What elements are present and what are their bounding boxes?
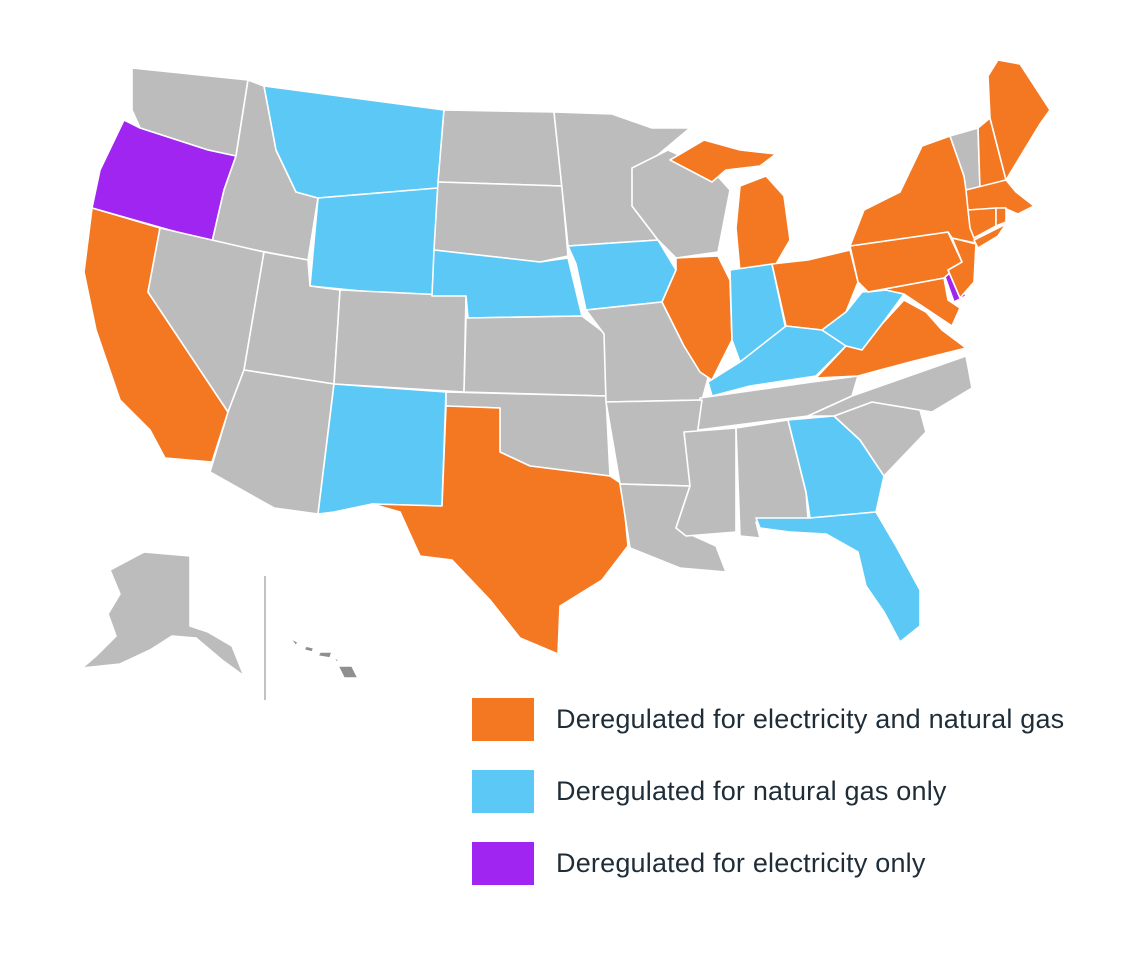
legend-item-electric: Deregulated for electricity only: [472, 841, 1064, 885]
legend-swatch-electric: [472, 841, 534, 885]
legend-item-gas: Deregulated for natural gas only: [472, 769, 1064, 813]
state-wy: [309, 187, 439, 299]
state-me: [987, 59, 1051, 181]
state-va: [815, 299, 967, 379]
legend-label-electric: Deregulated for electricity only: [556, 847, 926, 878]
state-sd: [433, 181, 569, 263]
state-ks: [463, 315, 607, 397]
state-mi-upper: [669, 139, 777, 183]
legend-swatch-both: [472, 697, 534, 741]
legend-item-both: Deregulated for electricity and natural …: [472, 697, 1064, 741]
state-fl: [755, 511, 921, 643]
state-hi: [289, 637, 359, 679]
state-mt: [263, 85, 445, 199]
state-ny-li: [973, 223, 1007, 249]
legend-label-gas: Deregulated for natural gas only: [556, 775, 947, 806]
state-nc: [807, 355, 973, 417]
legend: Deregulated for electricity and natural …: [472, 697, 1064, 913]
state-co: [333, 289, 467, 393]
legend-label-both: Deregulated for electricity and natural …: [556, 703, 1065, 734]
state-ia: [567, 239, 677, 311]
state-ri: [995, 207, 1007, 227]
state-il: [661, 255, 733, 381]
state-ct: [967, 207, 997, 239]
state-md: [867, 277, 961, 327]
legend-swatch-gas: [472, 769, 534, 813]
state-mi-lower: [735, 175, 791, 273]
state-ak: [81, 551, 245, 677]
state-tx: [371, 405, 629, 655]
state-nm: [317, 383, 447, 515]
state-nd: [437, 109, 563, 187]
